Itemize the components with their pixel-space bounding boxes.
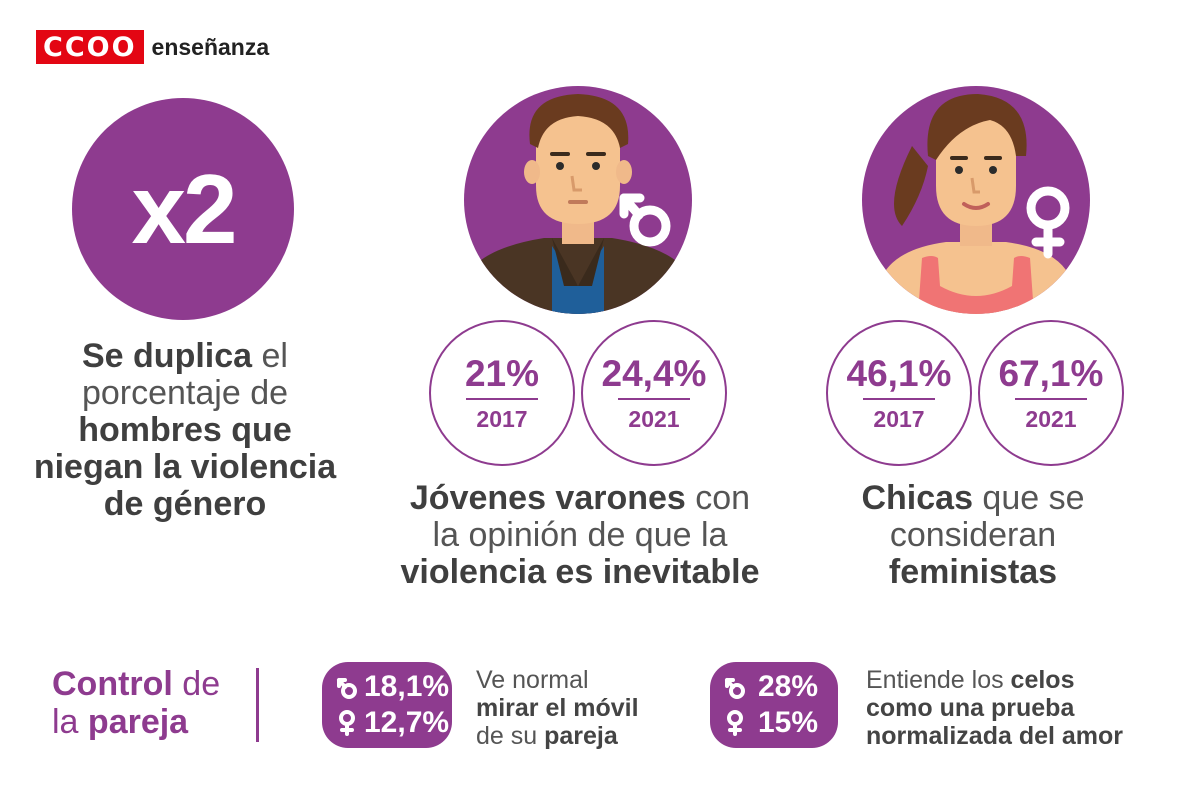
pill-jealousy-stats: 28% 15%	[710, 662, 838, 748]
control-title: Control de la pareja	[52, 665, 220, 741]
stat-divider	[863, 398, 935, 400]
stat-value: 21%	[464, 353, 540, 394]
women-caption-3: consideran	[889, 516, 1057, 554]
women-caption-bold-1: Chicas	[861, 479, 973, 517]
man-avatar-icon	[464, 86, 692, 314]
stat-value: 67,1%	[998, 353, 1104, 394]
male-symbol-icon	[725, 678, 745, 699]
men-caption-bold-4: violencia es inevitable	[400, 553, 760, 591]
control-title-bold-1: Control	[52, 665, 173, 703]
headline-text-3: porcentaje de	[81, 374, 289, 412]
pill-row-female: 15%	[724, 705, 838, 741]
control-title-2: de	[172, 665, 221, 703]
men-caption: Jóvenes varones con la opinión de que la…	[380, 480, 780, 591]
stat-divider	[1015, 398, 1087, 400]
divider	[256, 668, 259, 742]
stat-value: 46,1%	[846, 353, 952, 394]
female-symbol-icon	[1026, 186, 1070, 259]
control-title-3: la	[52, 703, 88, 741]
male-symbol-icon	[337, 678, 357, 699]
pill-phone-stats: 18,1% 12,7%	[322, 662, 452, 748]
pill-row-female: 12,7%	[336, 705, 452, 741]
stat-circle-men-2017: 21% 2017	[429, 320, 575, 466]
stat-year: 2017	[873, 406, 925, 432]
pill-male-value: 18,1%	[364, 670, 450, 703]
phone-desc-1: Ve normal	[476, 666, 589, 694]
jealousy-desc-1b: celos	[1010, 666, 1075, 694]
x2-circle: x2	[72, 98, 294, 320]
pill-female-value: 15%	[758, 706, 819, 739]
x2-value: x2	[131, 153, 237, 264]
stat-year: 2021	[628, 406, 680, 432]
men-caption-bold-1: Jóvenes varones	[409, 479, 686, 517]
men-caption-2: con	[685, 479, 751, 517]
jealousy-desc-2: como una prueba	[866, 694, 1075, 722]
woman-avatar-icon	[862, 86, 1090, 314]
jealousy-desc: Entiende los celos como una prueba norma…	[866, 666, 1166, 750]
female-symbol-icon	[727, 710, 743, 736]
stat-circle-women-2021: 67,1% 2021	[978, 320, 1124, 466]
headline-bold-6: de género	[103, 485, 267, 523]
men-caption-3: la opinión de que la	[432, 516, 728, 554]
women-caption: Chicas que se consideran feministas	[820, 480, 1126, 591]
headline-bold-5: niegan la violencia	[33, 448, 337, 486]
stat-divider	[618, 398, 690, 400]
control-title-bold-4: pareja	[87, 703, 189, 741]
stat-divider	[466, 398, 538, 400]
male-symbol-icon	[619, 193, 671, 247]
headline-text: Se duplica el porcentaje de hombres que …	[20, 338, 350, 523]
headline-bold-4: hombres que	[78, 411, 292, 449]
phone-desc: Ve normal mirar el móvil de su pareja	[476, 666, 696, 750]
stat-year: 2021	[1025, 406, 1077, 432]
jealousy-desc-3: normalizada del amor	[866, 722, 1124, 750]
stat-year: 2017	[476, 406, 528, 432]
logo-mark: CCOO	[36, 30, 144, 64]
pill-female-value: 12,7%	[364, 706, 450, 739]
stat-circle-men-2021: 24,4% 2021	[581, 320, 727, 466]
female-symbol-icon	[339, 710, 355, 736]
pill-male-value: 28%	[758, 670, 819, 703]
pill-row-male: 18,1%	[336, 669, 452, 705]
women-caption-2: que se	[972, 479, 1085, 517]
jealousy-desc-1a: Entiende los	[866, 666, 1011, 694]
headline-bold-1: Se duplica	[82, 337, 253, 375]
women-caption-bold-4: feministas	[888, 553, 1058, 591]
headline-text-2: el	[252, 337, 288, 375]
phone-desc-3a: de su	[476, 722, 545, 750]
phone-desc-3b: pareja	[544, 722, 618, 750]
stat-value: 24,4%	[601, 353, 707, 394]
phone-desc-2: mirar el móvil	[476, 694, 639, 722]
pill-row-male: 28%	[724, 669, 838, 705]
stat-circle-women-2017: 46,1% 2017	[826, 320, 972, 466]
logo: CCOO enseñanza	[36, 30, 269, 64]
logo-word: enseñanza	[151, 33, 270, 60]
